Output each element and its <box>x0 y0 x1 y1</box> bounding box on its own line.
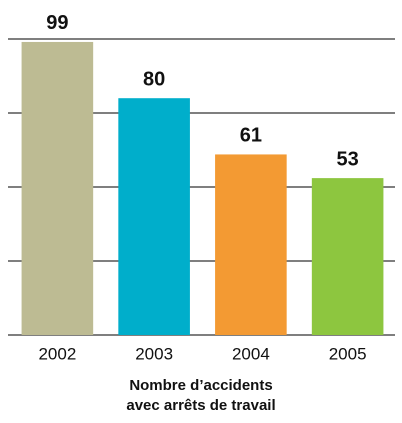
value-label: 53 <box>337 148 359 170</box>
bar <box>118 98 190 335</box>
value-label: 99 <box>46 12 68 34</box>
x-tick-label: 2005 <box>329 344 367 363</box>
chart-title: avec arrêts de travail <box>126 397 275 414</box>
x-tick-label: 2004 <box>232 344 270 363</box>
x-tick-label: 2003 <box>135 344 173 363</box>
bar <box>311 178 384 335</box>
chart-title: Nombre d’accidents <box>129 377 272 394</box>
x-tick-label: 2002 <box>38 344 76 363</box>
bar <box>21 41 94 336</box>
value-label: 61 <box>240 125 262 147</box>
value-label: 80 <box>143 68 165 90</box>
bar <box>215 154 287 335</box>
